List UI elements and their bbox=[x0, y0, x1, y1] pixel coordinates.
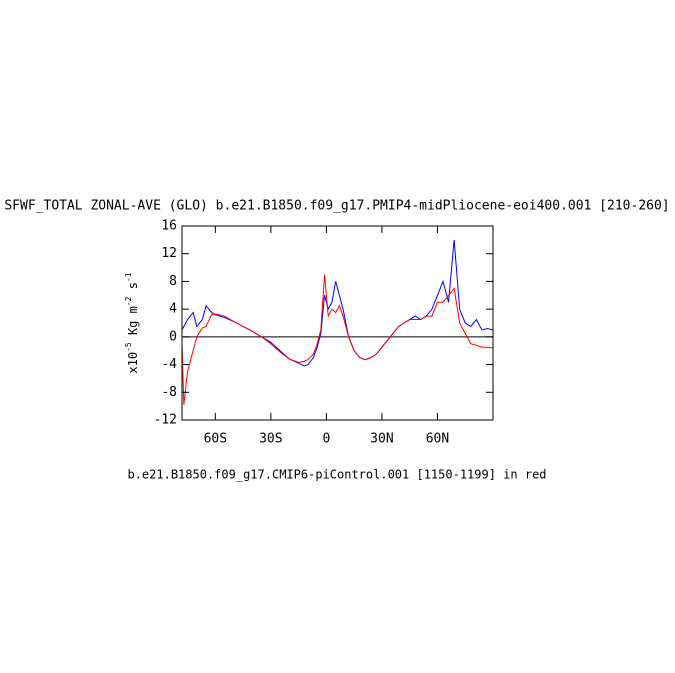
plot-frame bbox=[181, 225, 494, 421]
y-tick-label: -12 bbox=[154, 413, 177, 428]
x-tick-label: 0 bbox=[322, 432, 330, 447]
y-label-part: Kg m bbox=[126, 306, 140, 342]
x-tick-label: 30N bbox=[370, 432, 393, 447]
y-tick-label: -8 bbox=[161, 385, 177, 400]
y-tick-label: 16 bbox=[161, 219, 177, 234]
y-tick-label: 8 bbox=[169, 274, 177, 289]
y-tick-label: -4 bbox=[161, 357, 177, 372]
x-tick-label: 30S bbox=[259, 432, 282, 447]
chart-title: SFWF_TOTAL ZONAL-AVE (GLO) b.e21.B1850.f… bbox=[4, 199, 669, 214]
y-label-part: x10 bbox=[126, 352, 140, 374]
y-label-part: -2 bbox=[124, 296, 133, 306]
y-tick-label: 4 bbox=[169, 302, 177, 317]
y-label-part: s bbox=[126, 282, 140, 296]
y-label-part: -1 bbox=[124, 272, 133, 282]
y-tick-label: 0 bbox=[169, 329, 177, 344]
x-tick-label: 60S bbox=[204, 432, 227, 447]
data-line bbox=[181, 239, 494, 367]
y-tick-label: 12 bbox=[161, 246, 177, 261]
x-tick-label: 60N bbox=[426, 432, 449, 447]
caption: b.e21.B1850.f09_g17.CMIP6-piControl.001 … bbox=[127, 468, 546, 482]
y-axis-label: x10-5 Kg m-2 s-1 bbox=[124, 272, 140, 373]
data-line bbox=[181, 274, 494, 405]
y-label-part: -5 bbox=[124, 342, 133, 352]
